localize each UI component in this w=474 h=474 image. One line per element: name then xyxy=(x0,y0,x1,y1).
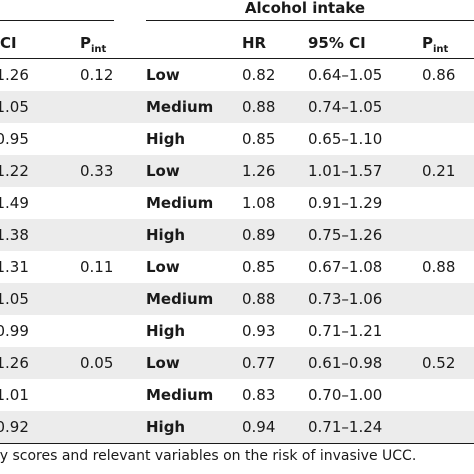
cell-level: Medium xyxy=(146,98,214,116)
table-row: –1.31 0.11 Low 0.85 0.67–1.08 0.88 xyxy=(0,251,474,283)
cell-hr: 0.82 xyxy=(242,66,276,84)
cell-left-ci: –1.49 xyxy=(0,194,29,212)
header-pint-right: Pint xyxy=(422,34,448,55)
table-row: –1.05 Medium 0.88 0.74–1.05 xyxy=(0,91,474,123)
cell-left-ci: –0.95 xyxy=(0,130,29,148)
cell-left-pint: 0.11 xyxy=(80,258,114,276)
cell-left-pint: 0.33 xyxy=(80,162,114,180)
cell-ci: 0.67–1.08 xyxy=(308,258,383,276)
header-95ci: 95% CI xyxy=(308,34,366,52)
cell-level: Low xyxy=(146,162,180,180)
cell-level: High xyxy=(146,130,186,148)
cell-level: Low xyxy=(146,66,180,84)
cell-pint: 0.21 xyxy=(422,162,456,180)
header-hr: HR xyxy=(242,34,266,52)
cell-left-ci: –0.92 xyxy=(0,418,29,436)
left-group-rule xyxy=(0,20,114,21)
cell-hr: 0.88 xyxy=(242,290,276,308)
cell-left-ci: –0.99 xyxy=(0,322,29,340)
cell-hr: 0.89 xyxy=(242,226,276,244)
cell-ci: 0.65–1.10 xyxy=(308,130,383,148)
table-row: –0.99 High 0.93 0.71–1.21 xyxy=(0,315,474,347)
header-pint-right-text: P xyxy=(422,34,433,52)
header-pint-left: Pint xyxy=(80,34,106,55)
header-pint-left-text: P xyxy=(80,34,91,52)
cell-ci: 0.73–1.06 xyxy=(308,290,383,308)
cell-level: Medium xyxy=(146,194,214,212)
cell-hr: 1.26 xyxy=(242,162,276,180)
table-row: –1.26 0.05 Low 0.77 0.61–0.98 0.52 xyxy=(0,347,474,379)
cell-hr: 0.85 xyxy=(242,258,276,276)
cell-hr: 0.77 xyxy=(242,354,276,372)
cell-left-ci: –1.38 xyxy=(0,226,29,244)
header-pint-right-sub: int xyxy=(433,44,449,55)
group-title: Alcohol intake xyxy=(244,0,366,17)
cell-level: High xyxy=(146,226,186,244)
cell-pint: 0.88 xyxy=(422,258,456,276)
header-rule xyxy=(0,58,474,59)
group-rule xyxy=(146,20,474,21)
header-95ci-text: 95% CI xyxy=(308,34,366,52)
cell-ci: 0.70–1.00 xyxy=(308,386,383,404)
cell-ci: 0.74–1.05 xyxy=(308,98,383,116)
cell-pint: 0.86 xyxy=(422,66,456,84)
table-row: –1.49 Medium 1.08 0.91–1.29 xyxy=(0,187,474,219)
cell-ci: 0.61–0.98 xyxy=(308,354,383,372)
table-row: –1.38 High 0.89 0.75–1.26 xyxy=(0,219,474,251)
table-row: –1.05 Medium 0.88 0.73–1.06 xyxy=(0,283,474,315)
bottom-rule xyxy=(0,443,474,444)
cell-left-ci: –1.26 xyxy=(0,66,29,84)
cell-hr: 0.94 xyxy=(242,418,276,436)
table-row: –1.22 0.33 Low 1.26 1.01–1.57 0.21 xyxy=(0,155,474,187)
cell-hr: 0.88 xyxy=(242,98,276,116)
cell-left-pint: 0.12 xyxy=(80,66,114,84)
cell-left-ci: –1.22 xyxy=(0,162,29,180)
cell-left-ci: –1.05 xyxy=(0,98,29,116)
cell-pint: 0.52 xyxy=(422,354,456,372)
cell-hr: 0.93 xyxy=(242,322,276,340)
cell-ci: 0.71–1.21 xyxy=(308,322,383,340)
cell-left-ci: –1.01 xyxy=(0,386,29,404)
cell-ci: 0.91–1.29 xyxy=(308,194,383,212)
cell-hr: 1.08 xyxy=(242,194,276,212)
header-hr-text: HR xyxy=(242,34,267,52)
table-row: –1.01 Medium 0.83 0.70–1.00 xyxy=(0,379,474,411)
table-row: –1.26 0.12 Low 0.82 0.64–1.05 0.86 xyxy=(0,59,474,91)
cell-level: Low xyxy=(146,354,180,372)
cell-level: High xyxy=(146,322,186,340)
cell-hr: 0.85 xyxy=(242,130,276,148)
cell-level: Medium xyxy=(146,290,214,308)
header-ci: CI xyxy=(0,34,17,52)
table-caption: ry scores and relevant variables on the … xyxy=(0,448,417,464)
cell-left-ci: –1.26 xyxy=(0,354,29,372)
cell-ci: 0.64–1.05 xyxy=(308,66,383,84)
table-body: –1.26 0.12 Low 0.82 0.64–1.05 0.86 –1.05 Medium… xyxy=(0,59,474,443)
cell-left-pint: 0.05 xyxy=(80,354,114,372)
cell-level: Medium xyxy=(146,386,214,404)
cell-level: Low xyxy=(146,258,180,276)
cell-level: High xyxy=(146,418,186,436)
cell-hr: 0.83 xyxy=(242,386,276,404)
table-row: –0.92 High 0.94 0.71–1.24 xyxy=(0,411,474,443)
cell-ci: 0.71–1.24 xyxy=(308,418,383,436)
header-pint-left-sub: int xyxy=(91,44,107,55)
cell-left-ci: –1.05 xyxy=(0,290,29,308)
cell-left-ci: –1.31 xyxy=(0,258,29,276)
cell-ci: 0.75–1.26 xyxy=(308,226,383,244)
cell-ci: 1.01–1.57 xyxy=(308,162,383,180)
header-ci-text: CI xyxy=(0,34,17,52)
table-row: –0.95 High 0.85 0.65–1.10 xyxy=(0,123,474,155)
